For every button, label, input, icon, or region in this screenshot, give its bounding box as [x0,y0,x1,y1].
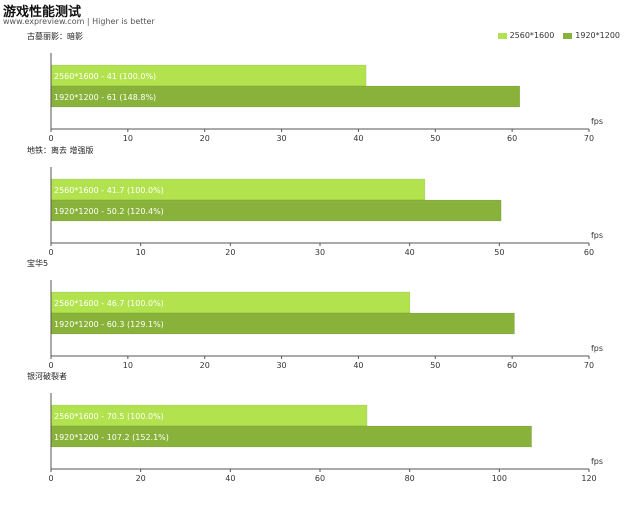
x-tick-label: 50 [430,361,440,370]
x-tick-label: 40 [353,134,363,143]
bar-label: 1920*1200 - 50.2 (120.4%) [54,207,164,216]
x-axis-label: fps [591,117,603,126]
bar-label: 1920*1200 - 61 (148.8%) [54,93,156,102]
bar-label: 2560*1600 - 46.7 (100.0%) [54,299,164,308]
panel-title: 宝华5 [27,258,48,268]
x-tick-label: 30 [315,248,325,257]
x-tick-label: 80 [405,474,415,483]
x-axis-label: fps [591,457,603,466]
bar-label: 2560*1600 - 41 (100.0%) [54,72,156,81]
panel-title: 古墓丽影：暗影 [27,31,83,41]
chart-panel-1: 古墓丽影：暗影 2560*1600 - 41 (100.0%) 1920*1200 … [27,31,603,143]
chart-subtitle: www.expreview.com | Higher is better [3,17,155,26]
x-tick-label: 50 [494,248,504,257]
bar-label: 2560*1600 - 41.7 (100.0%) [54,186,164,195]
x-tick-label: 0 [48,474,53,483]
x-tick-label: 70 [584,134,594,143]
chart-panel-4: 银河破裂者 2560*1600 - 70.5 (100.0%) 1920*1200 … [27,371,603,483]
x-tick-label: 40 [405,248,415,257]
x-tick-label: 0 [48,134,53,143]
x-tick-label: 60 [584,248,594,257]
x-tick-label: 40 [225,474,235,483]
x-tick-label: 20 [136,474,146,483]
x-tick-label: 60 [507,361,517,370]
legend-item-1920x1200[interactable]: 1920*1200 [563,31,620,40]
x-tick-label: 10 [123,361,133,370]
x-tick-label: 20 [200,361,210,370]
bar-label: 1920*1200 - 60.3 (129.1%) [54,320,164,329]
x-axis-label: fps [591,344,603,353]
legend-label-2560x1600: 2560*1600 [509,31,555,40]
bar-label: 1920*1200 - 107.2 (152.1%) [54,433,169,442]
x-axis-label: fps [591,231,603,240]
bar-label: 2560*1600 - 70.5 (100.0%) [54,412,164,421]
x-tick-label: 20 [225,248,235,257]
x-tick-label: 20 [200,134,210,143]
x-tick-label: 40 [353,361,363,370]
legend-swatch-1920x1200 [563,32,573,39]
legend-label-1920x1200: 1920*1200 [575,31,620,40]
chart-panel-3: 宝华5 2560*1600 - 46.7 (100.0%) 1920*1200 - … [27,258,603,370]
x-tick-label: 30 [276,134,286,143]
x-tick-label: 0 [48,248,53,257]
x-tick-label: 60 [315,474,325,483]
chart-panel-2: 地铁：离去 增强版 2560*1600 - 41.7 (100.0%) 1920*1… [27,145,603,257]
x-tick-label: 120 [581,474,596,483]
x-tick-label: 70 [584,361,594,370]
chart-title: 游戏性能测试 [3,5,82,20]
x-tick-label: 0 [48,361,53,370]
legend-item-2560x1600[interactable]: 2560*1600 [497,31,555,40]
x-tick-label: 50 [430,134,440,143]
panel-title: 地铁：离去 增强版 [27,145,94,155]
x-tick-label: 100 [492,474,507,483]
panel-title: 银河破裂者 [27,371,67,381]
x-tick-label: 30 [276,361,286,370]
x-tick-label: 10 [123,134,133,143]
legend-swatch-2560x1600 [497,32,507,39]
x-tick-label: 10 [136,248,146,257]
legend: 2560*1600 1920*1200 [497,31,620,40]
x-tick-label: 60 [507,134,517,143]
